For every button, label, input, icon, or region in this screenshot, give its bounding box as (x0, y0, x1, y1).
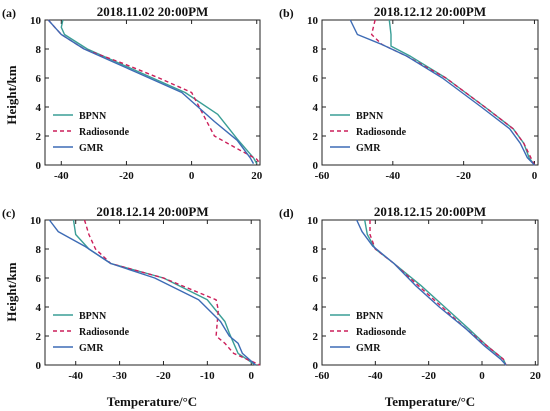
legend-label-radiosonde: Radiosonde (356, 327, 407, 338)
x-tick-label: -60 (315, 370, 330, 382)
x-tick-label: 20 (530, 370, 542, 382)
y-tick-label: 0 (313, 160, 319, 172)
plot-frame (44, 19, 261, 166)
y-tick-label: 10 (30, 215, 42, 227)
panel-label: (c) (2, 206, 15, 220)
y-tick-label: 8 (313, 244, 319, 256)
y-tick-label: 10 (307, 15, 319, 27)
y-tick-label: 6 (313, 273, 319, 285)
x-tick-label: -40 (385, 170, 400, 182)
plot-frame (44, 219, 261, 366)
series-line-bpnn (72, 219, 256, 366)
panel-title: 2018.12.15 20:00PM (374, 204, 486, 219)
x-tick-label: 0 (532, 170, 538, 182)
panel-title: 2018.12.14 20:00PM (96, 204, 208, 219)
legend-label-gmr: GMR (356, 143, 381, 154)
panel-4: 0 2 4 6 8 10 -60 -40 -20 0 20 2018.12.15 20:00PM (d)… (279, 204, 541, 382)
legend-label-bpnn: BPNN (79, 311, 107, 322)
legend-label-bpnn: BPNN (356, 111, 384, 122)
y-axis-label-top: Height/km (4, 65, 19, 124)
x-tick-label: -10 (200, 370, 215, 382)
y-tick-label: 8 (36, 44, 42, 56)
y-tick-label: 2 (313, 331, 319, 343)
panel-label: (b) (279, 6, 294, 20)
x-tick-label: 20 (251, 170, 263, 182)
series-line-radiosonde (370, 19, 536, 166)
legend-label-gmr: GMR (356, 343, 381, 354)
y-tick-label: 2 (36, 331, 42, 343)
y-tick-label: 0 (36, 160, 42, 172)
legend-label-bpnn: BPNN (356, 311, 384, 322)
x-tick-label: -30 (112, 370, 127, 382)
y-tick-label: 10 (30, 15, 42, 27)
series-line-bpnn (364, 219, 507, 366)
x-tick-label: -40 (368, 370, 383, 382)
y-tick-label: 0 (313, 360, 319, 372)
panel-title: 2018.12.12 20:00PM (374, 4, 486, 19)
panel-title: 2018.11.02 20:00PM (97, 4, 209, 19)
y-tick-label: 4 (36, 102, 42, 114)
y-tick-label: 8 (313, 44, 319, 56)
y-tick-label: 6 (36, 73, 42, 85)
legend-label-radiosonde: Radiosonde (79, 127, 130, 138)
panel-label: (a) (2, 6, 16, 20)
series-line-bpnn (388, 19, 536, 166)
y-tick-label: 10 (307, 215, 319, 227)
y-axis-label-bottom: Height/km (4, 262, 19, 321)
y-tick-label: 2 (313, 131, 319, 143)
panel-2: 0 2 4 6 8 10 -60 -40 -20 0 2018.12.12 20:00PM (b) BP… (279, 4, 539, 182)
y-tick-label: 6 (313, 73, 319, 85)
series-line-gmr (48, 219, 257, 366)
legend-label-radiosonde: Radiosonde (79, 327, 130, 338)
y-tick-label: 8 (36, 244, 42, 256)
x-axis-label-right: Temperature/°C (385, 394, 475, 409)
x-tick-label: -20 (119, 170, 134, 182)
x-tick-label: 0 (248, 370, 254, 382)
x-tick-label: -20 (421, 370, 436, 382)
panel-1: 0 2 4 6 8 10 -40 -20 0 20 2018.11.02 20:00PM (a) BPN… (2, 4, 263, 182)
series-line-radiosonde (369, 220, 507, 366)
legend-label-bpnn: BPNN (79, 111, 107, 122)
x-tick-label: 0 (479, 370, 485, 382)
plot-frame (321, 19, 539, 166)
series-line-bpnn (60, 19, 258, 164)
y-tick-label: 4 (313, 102, 319, 114)
legend-label-radiosonde: Radiosonde (356, 127, 407, 138)
x-tick-label: -40 (68, 370, 83, 382)
y-tick-label: 4 (313, 302, 319, 314)
y-tick-label: 6 (36, 273, 42, 285)
legend-label-gmr: GMR (79, 343, 104, 354)
panel-3: 0 2 4 6 8 10 -40 -30 -20 -10 0 2018.12.14 20:00PM (c… (2, 204, 261, 382)
panel-label: (d) (279, 206, 294, 220)
series-line-radiosonde (83, 219, 261, 366)
series-line-gmr (356, 219, 507, 366)
y-tick-label: 4 (36, 302, 42, 314)
x-tick-label: 0 (189, 170, 195, 182)
series-line-gmr (349, 19, 535, 166)
x-tick-label: -40 (54, 170, 69, 182)
y-tick-label: 2 (36, 131, 42, 143)
series-line-gmr (47, 19, 255, 164)
x-tick-label: -20 (156, 370, 171, 382)
x-tick-label: -60 (315, 170, 330, 182)
legend-label-gmr: GMR (79, 143, 104, 154)
plot-frame (321, 219, 539, 366)
x-axis-label-left: Temperature/°C (107, 394, 197, 409)
x-tick-label: -20 (456, 170, 471, 182)
y-tick-label: 0 (36, 360, 42, 372)
